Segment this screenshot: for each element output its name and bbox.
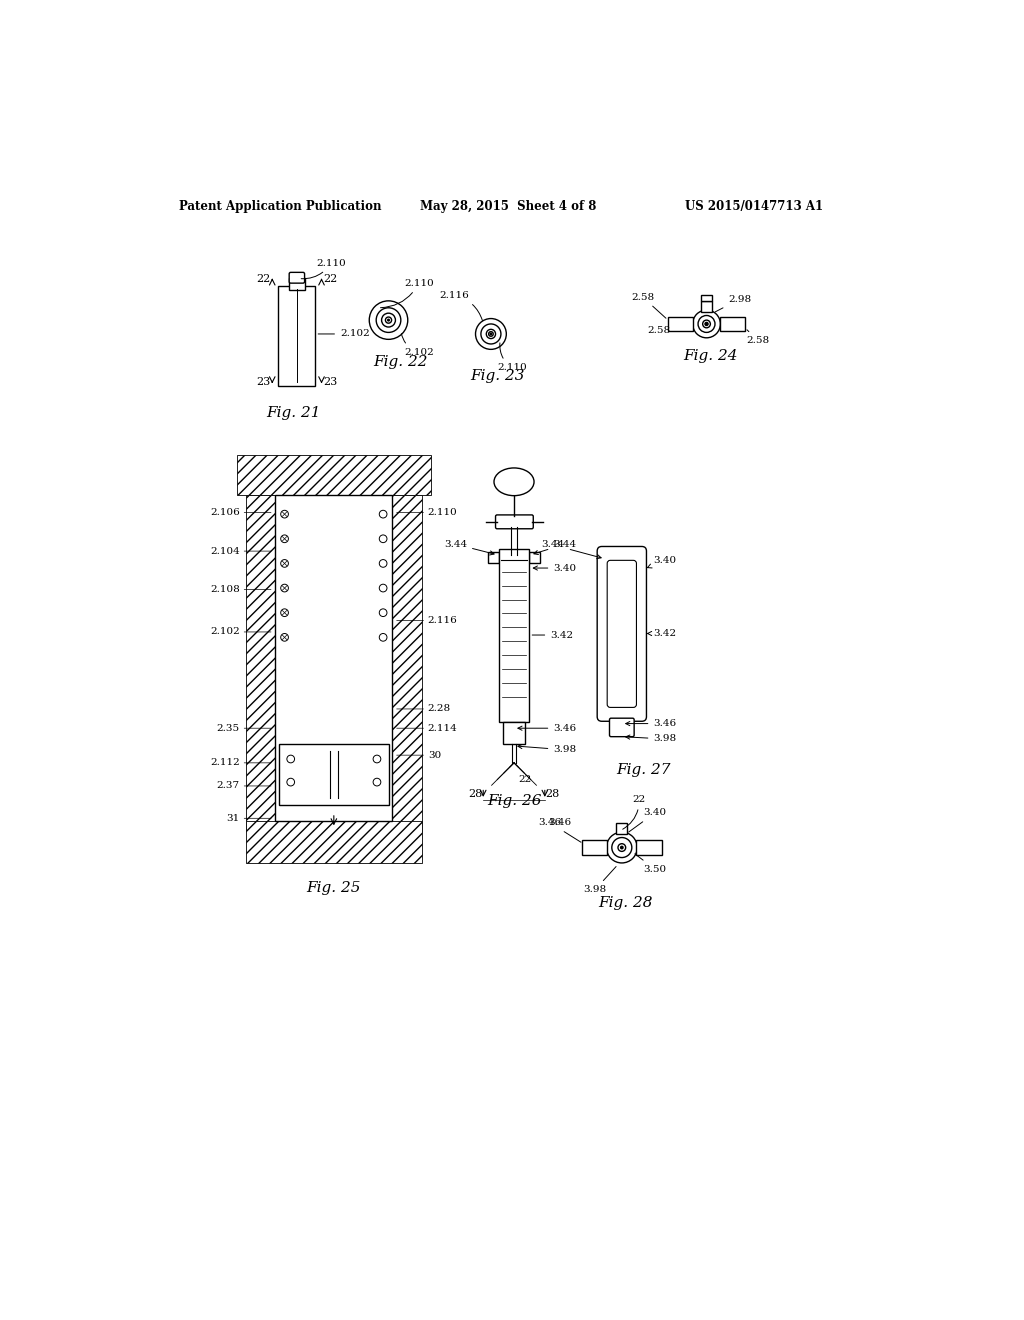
Text: 3.98: 3.98 — [626, 734, 677, 743]
Bar — [392, 495, 422, 830]
FancyBboxPatch shape — [609, 718, 634, 737]
Bar — [500, 549, 528, 722]
Text: 30: 30 — [428, 751, 441, 759]
Circle shape — [387, 318, 390, 322]
Text: 2.28: 2.28 — [428, 705, 451, 713]
Bar — [246, 821, 422, 863]
Text: 2.58: 2.58 — [647, 326, 671, 334]
Text: 2.114: 2.114 — [428, 723, 458, 733]
Text: Patent Application Publication: Patent Application Publication — [179, 199, 382, 213]
Text: 3.98: 3.98 — [584, 866, 616, 895]
FancyBboxPatch shape — [607, 560, 637, 708]
Text: Fig. 21: Fig. 21 — [266, 407, 321, 420]
Bar — [297, 582, 371, 599]
Text: 22: 22 — [623, 796, 646, 829]
Text: 3.40: 3.40 — [647, 556, 677, 568]
Circle shape — [620, 846, 624, 850]
Bar — [503, 722, 524, 743]
Bar — [668, 317, 692, 331]
Text: 3.98: 3.98 — [518, 744, 577, 754]
Text: 28: 28 — [468, 788, 482, 799]
Bar — [582, 840, 607, 855]
Bar — [701, 301, 712, 312]
Text: 2.110: 2.110 — [428, 508, 458, 517]
Bar — [616, 822, 628, 834]
Text: 2.116: 2.116 — [428, 616, 458, 624]
Text: 31: 31 — [226, 814, 240, 822]
Text: 23: 23 — [256, 378, 270, 388]
Text: 2.102: 2.102 — [318, 330, 370, 338]
Text: 2.58: 2.58 — [746, 330, 770, 346]
Text: 3.46: 3.46 — [518, 723, 577, 733]
Bar — [701, 294, 712, 301]
Text: 3.46: 3.46 — [626, 719, 677, 729]
Text: 3.40: 3.40 — [629, 808, 667, 832]
Text: Fig. 28: Fig. 28 — [598, 896, 653, 909]
Text: 3.40: 3.40 — [534, 564, 577, 573]
Text: 3.44: 3.44 — [534, 540, 577, 554]
Text: Fig. 25: Fig. 25 — [306, 880, 361, 895]
Text: 2.110: 2.110 — [301, 259, 346, 279]
Bar — [279, 286, 315, 387]
Bar — [528, 552, 541, 564]
Text: 2.102: 2.102 — [210, 627, 240, 636]
Bar — [237, 455, 431, 495]
Text: Fig. 24: Fig. 24 — [683, 350, 737, 363]
Text: 2.102: 2.102 — [401, 334, 433, 356]
Text: 2.110: 2.110 — [381, 279, 433, 308]
Text: 2.108: 2.108 — [210, 585, 240, 594]
Text: 22: 22 — [324, 273, 338, 284]
Text: 2.104: 2.104 — [210, 546, 240, 556]
Text: Fig. 22: Fig. 22 — [373, 355, 427, 370]
Text: 22: 22 — [518, 775, 531, 784]
Text: 2.110: 2.110 — [497, 343, 526, 372]
FancyBboxPatch shape — [496, 515, 534, 529]
Text: 2.37: 2.37 — [217, 781, 240, 791]
Text: 3.46: 3.46 — [539, 818, 581, 842]
Text: Fig. 23: Fig. 23 — [470, 370, 524, 383]
Text: 23: 23 — [324, 378, 338, 388]
Text: Fig. 26: Fig. 26 — [486, 795, 542, 808]
Bar — [487, 552, 500, 564]
FancyBboxPatch shape — [289, 272, 304, 284]
Circle shape — [705, 322, 708, 326]
Bar — [289, 277, 304, 290]
Text: 2.116: 2.116 — [439, 290, 482, 321]
Text: Fig. 27: Fig. 27 — [616, 763, 671, 776]
Text: 2.112: 2.112 — [210, 759, 240, 767]
Bar — [297, 533, 371, 549]
Bar — [297, 607, 371, 623]
Text: 28: 28 — [546, 788, 560, 799]
Text: 2.98: 2.98 — [715, 294, 752, 312]
Text: 3.44: 3.44 — [444, 540, 495, 554]
FancyBboxPatch shape — [597, 546, 646, 721]
Bar — [275, 495, 392, 821]
Bar — [720, 317, 745, 331]
Text: 2.58: 2.58 — [631, 293, 666, 318]
Text: 3.42: 3.42 — [532, 631, 573, 639]
Text: 2.106: 2.106 — [210, 508, 240, 517]
Text: 2.35: 2.35 — [217, 723, 240, 733]
Bar — [246, 495, 275, 830]
Bar — [280, 743, 388, 805]
Bar — [637, 840, 662, 855]
Text: 3.50: 3.50 — [635, 854, 667, 874]
Text: 3.46: 3.46 — [549, 818, 571, 828]
Text: US 2015/0147713 A1: US 2015/0147713 A1 — [685, 199, 823, 213]
Bar — [297, 508, 371, 525]
Text: 3.42: 3.42 — [647, 630, 677, 638]
Text: May 28, 2015  Sheet 4 of 8: May 28, 2015 Sheet 4 of 8 — [420, 199, 596, 213]
Text: 3.44: 3.44 — [542, 540, 601, 558]
Text: 22: 22 — [256, 273, 270, 284]
Bar — [297, 557, 371, 574]
Circle shape — [489, 333, 493, 335]
